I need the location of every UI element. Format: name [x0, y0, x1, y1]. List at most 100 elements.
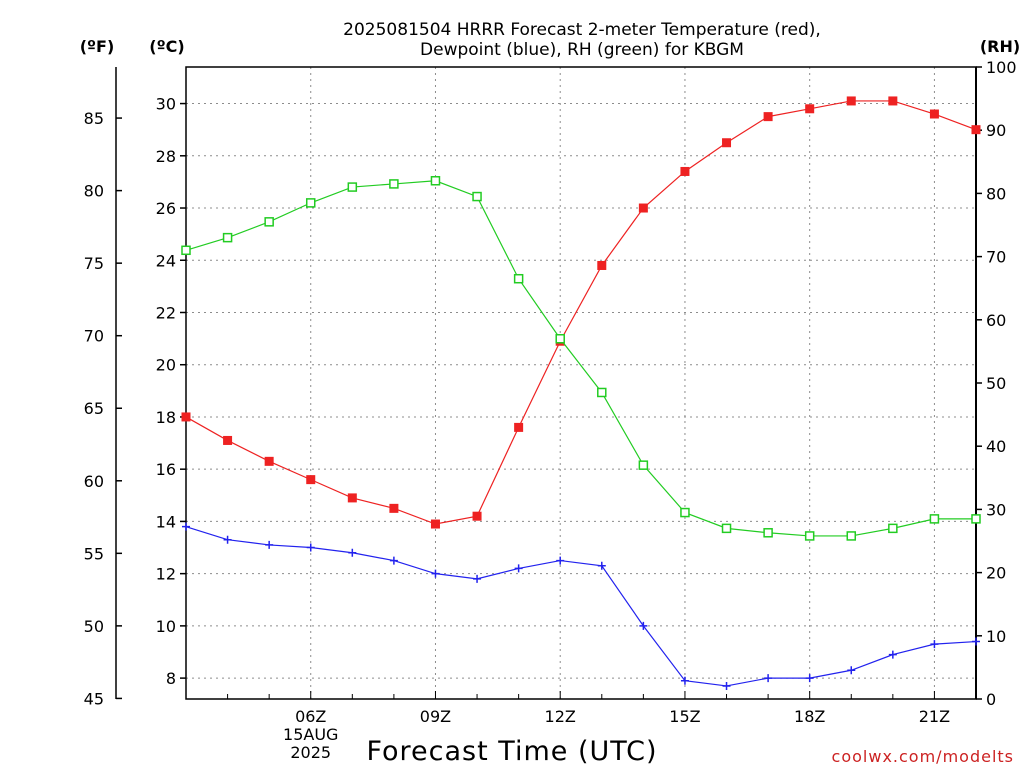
rh-tick-label: 40 — [986, 437, 1006, 456]
chart-title-line-1: 2025081504 HRRR Forecast 2-meter Tempera… — [343, 20, 821, 40]
rh-tick-label: 30 — [986, 500, 1006, 519]
data-point — [472, 511, 482, 521]
data-point — [888, 523, 898, 534]
celsius-tick-label: 18 — [156, 408, 176, 427]
data-point — [472, 191, 482, 202]
grid-lines — [186, 67, 976, 699]
celsius-tick-label: 8 — [166, 669, 176, 688]
data-point — [638, 203, 648, 213]
data-point — [389, 556, 398, 565]
data-point — [846, 531, 857, 541]
rh-tick-label: 80 — [986, 184, 1006, 203]
data-point — [305, 198, 316, 208]
data-point — [181, 412, 191, 422]
x-tick-label: 12Z — [545, 707, 576, 726]
celsius-tick-label: 24 — [156, 251, 176, 270]
data-point — [847, 666, 856, 675]
data-point — [680, 676, 689, 685]
data-series — [181, 96, 981, 690]
rh-tick-label: 100 — [986, 58, 1017, 77]
data-point — [597, 561, 606, 570]
rh-tick-label: 60 — [986, 311, 1006, 330]
data-point — [804, 531, 815, 541]
x-tick-label: 06Z — [295, 707, 326, 726]
data-point — [929, 514, 940, 524]
series-line — [185, 180, 976, 537]
data-point — [222, 232, 233, 243]
data-point — [846, 96, 856, 106]
data-point — [805, 104, 815, 114]
x-axis-label: Forecast Time (UTC) — [366, 736, 657, 767]
data-point — [555, 334, 565, 344]
data-point — [264, 456, 274, 466]
data-point — [514, 564, 523, 573]
data-point — [264, 217, 274, 227]
data-point — [930, 640, 939, 649]
data-point — [347, 493, 357, 503]
data-point — [473, 574, 482, 583]
fahrenheit-tick-label: 65 — [84, 399, 104, 418]
celsius-unit-label: (ºC) — [149, 37, 184, 56]
fahrenheit-tick-label: 55 — [84, 544, 104, 563]
chart-title-line-2: Dewpoint (blue), RH (green) for KBGM — [420, 40, 744, 60]
data-point — [764, 674, 773, 683]
data-point — [430, 176, 441, 186]
data-point — [888, 96, 898, 106]
fahrenheit-tick-label: 45 — [84, 689, 104, 708]
celsius-tick-label: 20 — [156, 356, 176, 375]
data-point — [306, 543, 315, 552]
data-point — [181, 245, 191, 256]
data-point — [389, 503, 399, 513]
fahrenheit-tick-label: 60 — [84, 472, 104, 491]
data-point — [722, 138, 732, 148]
data-point — [431, 569, 440, 578]
celsius-tick-label: 30 — [156, 95, 176, 114]
rh-tick-label: 50 — [986, 374, 1006, 393]
data-point — [639, 621, 648, 630]
celsius-tick-label: 28 — [156, 147, 176, 166]
x-tick-label: 15AUG — [283, 725, 338, 744]
data-point — [597, 260, 607, 270]
data-point — [182, 522, 190, 531]
credit-link[interactable]: coolwx.com/modelts — [832, 747, 1014, 766]
rh-tick-label: 10 — [986, 627, 1006, 646]
data-point — [763, 528, 773, 538]
data-point — [306, 475, 316, 485]
celsius-tick-label: 16 — [156, 460, 176, 479]
series-rh-open-square — [181, 176, 981, 541]
data-point — [348, 548, 357, 557]
series-line — [185, 100, 977, 525]
data-point — [972, 637, 980, 646]
celsius-tick-label: 10 — [156, 617, 176, 636]
x-tick-label: 15Z — [669, 707, 700, 726]
data-point — [971, 514, 981, 524]
x-tick-label: 09Z — [420, 707, 451, 726]
fahrenheit-tick-label: 80 — [84, 182, 104, 201]
rh-tick-label: 20 — [986, 564, 1006, 583]
x-tick-label: 18Z — [794, 707, 825, 726]
data-point — [722, 681, 731, 690]
celsius-tick-label: 22 — [156, 303, 176, 322]
data-point — [597, 387, 607, 398]
data-point — [680, 166, 690, 176]
data-point — [514, 422, 524, 432]
fahrenheit-tick-label: 70 — [84, 327, 104, 346]
data-point — [638, 460, 649, 470]
data-point — [347, 182, 358, 192]
data-point — [513, 273, 524, 284]
data-point — [805, 674, 814, 683]
rh-tick-label: 90 — [986, 121, 1006, 140]
data-point — [929, 109, 939, 119]
fahrenheit-unit-label: (ºF) — [80, 37, 115, 56]
data-point — [971, 125, 981, 135]
data-point — [556, 556, 565, 565]
axes: 8 10 12 14 16 18 20 22 24 26 28 30 45 50 55 60 65 70 75 80 8… — [84, 58, 1017, 762]
celsius-tick-label: 12 — [156, 565, 176, 584]
rh-unit-label: (RH) — [980, 37, 1020, 56]
x-tick-label: 21Z — [919, 707, 950, 726]
data-point — [223, 435, 233, 445]
fahrenheit-tick-label: 85 — [84, 109, 104, 128]
series-celsius-plus — [182, 522, 980, 690]
data-point — [888, 650, 897, 659]
